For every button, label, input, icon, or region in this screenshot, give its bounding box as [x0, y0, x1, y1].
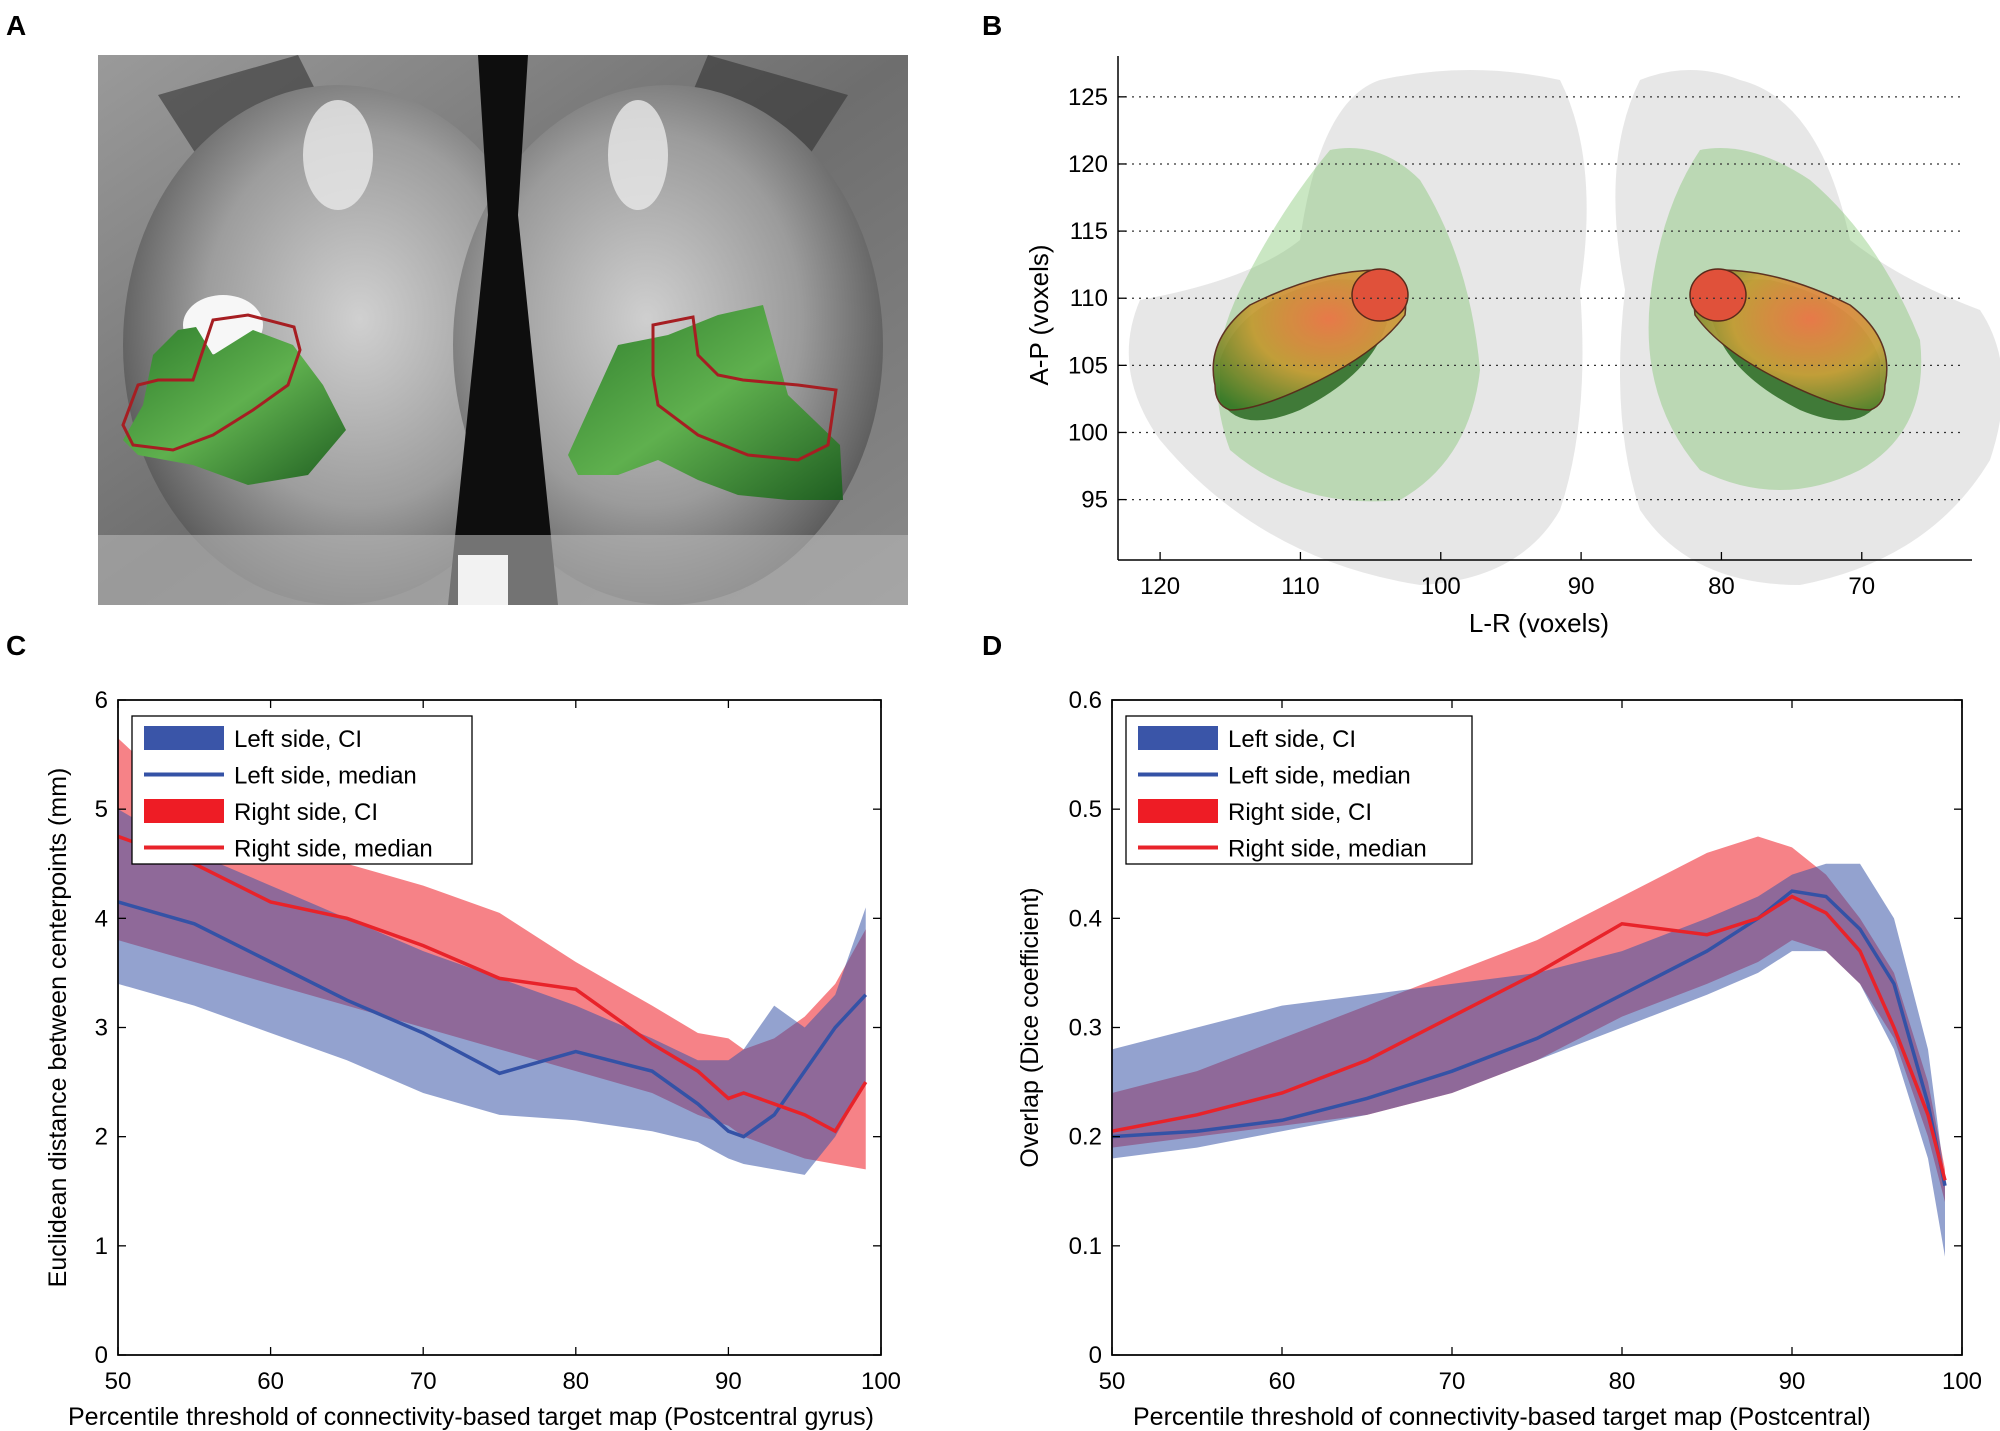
ytick-label-d-4: 0.4 [1069, 905, 1102, 932]
x-axis-label-b: L-R (voxels) [1469, 608, 1609, 638]
xtick-label-c-70: 70 [410, 1368, 437, 1395]
ytick-label-d-1: 0.1 [1069, 1233, 1102, 1260]
xtick-label-c-60: 60 [257, 1368, 284, 1395]
left-stn-cap [1351, 268, 1409, 322]
chart-b: 95 100 105 110 115 120 125 120 110 100 90 80 70 L-R (… [1024, 56, 2000, 638]
red-outline-region-left [121, 313, 302, 452]
right-median-line [1111, 894, 1947, 1181]
legend-label-0: Left side, CI [234, 726, 362, 753]
legend-label-2: Right side, CI [1228, 799, 1372, 826]
ytick-label-b-115: 115 [1070, 218, 1108, 245]
xtick-label-b-80: 80 [1708, 573, 1735, 600]
left-median-line [1111, 889, 1947, 1187]
ytick-label-b-100: 100 [1068, 419, 1108, 446]
y-axis-label-d: Overlap (Dice coefficient) [1016, 887, 1044, 1167]
legend-label-2: Right side, CI [234, 799, 378, 826]
brain-slice-image [98, 55, 908, 605]
ytick-label-d-5: 0.5 [1069, 796, 1102, 823]
ytick-label-d-3: 0.3 [1069, 1015, 1102, 1042]
right-median-line [117, 834, 868, 1134]
legend-label-3: Right side, median [234, 836, 433, 863]
xtick-label-c-100: 100 [861, 1368, 901, 1395]
ytick-label-b-125: 125 [1068, 84, 1108, 111]
legend-label-1: Left side, median [1228, 763, 1411, 790]
ytick-label-c-6: 6 [95, 687, 108, 714]
legend-label-1: Left side, median [234, 763, 417, 790]
xtick-label-d-100: 100 [1942, 1368, 1982, 1395]
panel-label-a: A [6, 10, 27, 41]
xtick-label-d-80: 80 [1609, 1368, 1636, 1395]
y-axis-label-c: Euclidean distance between centerpoints … [44, 768, 72, 1288]
ytick-label-c-3: 3 [95, 1015, 108, 1042]
panel-label-b: B [982, 10, 1003, 41]
xtick-label-d-50: 50 [1099, 1368, 1126, 1395]
ytick-label-b-95: 95 [1081, 487, 1108, 514]
left-ci-band [118, 809, 866, 1175]
legend-swatch-2 [1138, 799, 1218, 823]
ytick-label-c-0: 0 [95, 1342, 108, 1369]
legend-swatch-0 [144, 726, 224, 750]
left-ci-band [1112, 863, 1945, 1257]
legend-swatch-2 [144, 799, 224, 823]
ytick-label-b-105: 105 [1068, 352, 1108, 379]
ytick-label-d-0: 0 [1089, 1342, 1102, 1369]
red-outline-region-right [651, 315, 838, 462]
xtick-label-c-80: 80 [562, 1368, 589, 1395]
ytick-label-b-110: 110 [1070, 285, 1108, 312]
chart-c: 0 1 2 3 4 5 6 50 60 70 80 90 100 Percentile threshold… [44, 687, 901, 1431]
ytick-label-c-5: 5 [95, 796, 108, 823]
left-median-line [117, 900, 868, 1139]
x-axis-label-d: Percentile threshold of connectivity-bas… [1133, 1403, 1871, 1431]
xtick-label-c-50: 50 [105, 1368, 132, 1395]
xtick-label-d-70: 70 [1439, 1368, 1466, 1395]
y-axis-label-b: A-P (voxels) [1024, 244, 1054, 385]
xtick-label-d-60: 60 [1269, 1368, 1296, 1395]
xtick-label-b-100: 100 [1421, 573, 1461, 600]
ytick-label-c-2: 2 [95, 1124, 108, 1151]
xtick-label-b-120: 120 [1140, 573, 1180, 600]
ytick-label-d-6: 0.6 [1069, 687, 1102, 714]
green-target-region-left [123, 327, 346, 485]
legend-label-0: Left side, CI [1228, 726, 1356, 753]
ytick-label-d-2: 0.2 [1069, 1124, 1102, 1151]
xtick-label-c-90: 90 [715, 1368, 742, 1395]
panel-label-d: D [982, 630, 1003, 661]
ytick-label-c-4: 4 [95, 905, 108, 932]
xtick-label-b-70: 70 [1848, 573, 1875, 600]
xtick-label-b-110: 110 [1281, 573, 1319, 600]
xtick-label-b-90: 90 [1568, 573, 1595, 600]
x-axis-label-c: Percentile threshold of connectivity-bas… [68, 1403, 874, 1431]
ytick-label-b-120: 120 [1068, 151, 1108, 178]
chart-d: 0 0.1 0.2 0.3 0.4 0.5 0.6 50 60 70 80 90 100 Percenti… [1016, 687, 1982, 1431]
legend-label-3: Right side, median [1228, 836, 1427, 863]
ytick-label-c-1: 1 [95, 1233, 108, 1260]
xtick-label-d-90: 90 [1779, 1368, 1806, 1395]
green-target-region-right [568, 305, 843, 500]
right-stn-cap [1689, 268, 1747, 322]
legend-swatch-0 [1138, 726, 1218, 750]
panel-label-c: C [6, 630, 27, 661]
